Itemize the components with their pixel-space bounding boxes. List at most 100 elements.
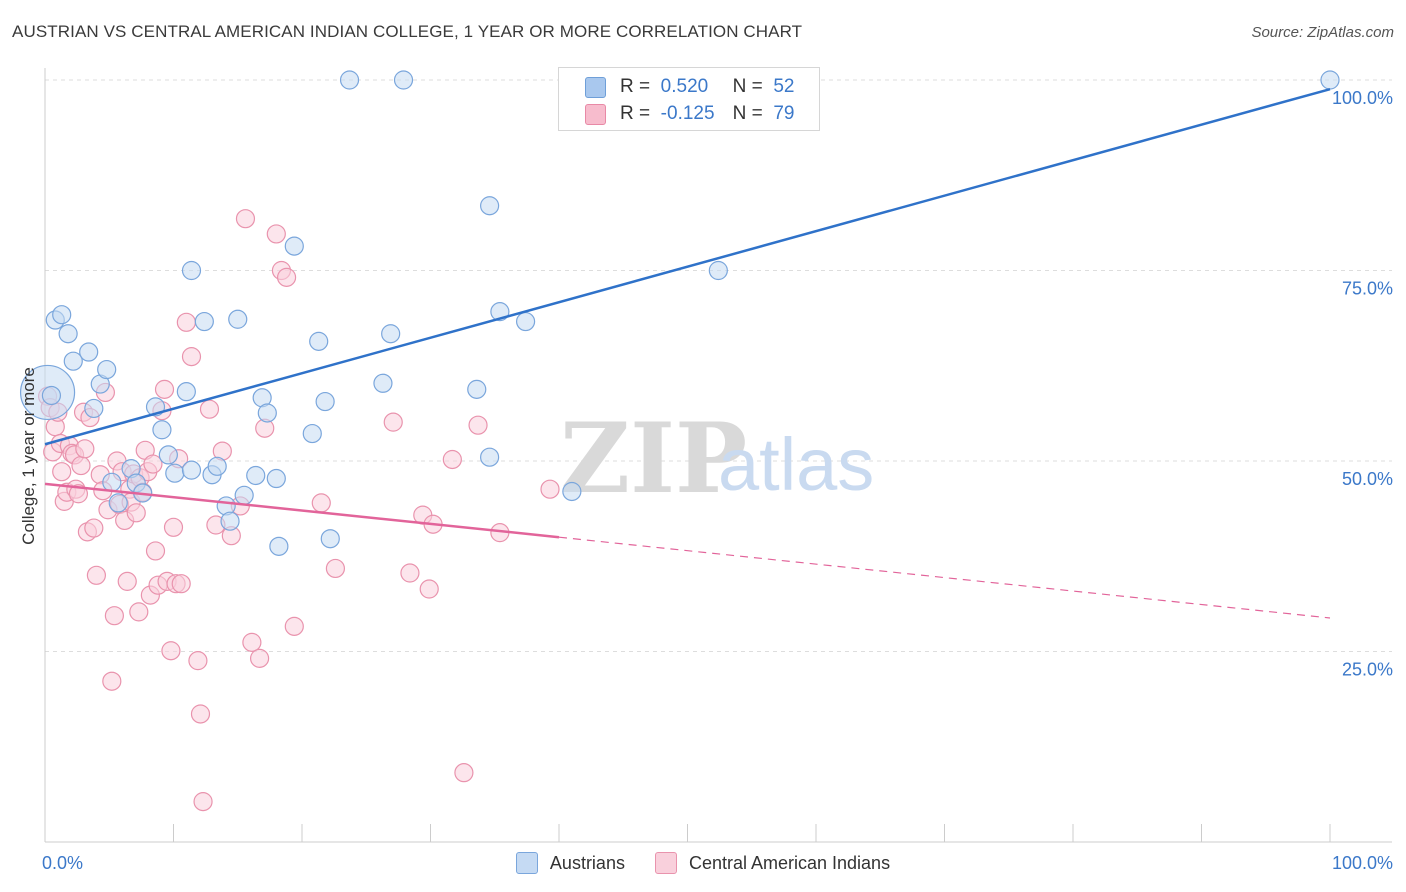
- point-central-american-indians: [419, 579, 439, 599]
- point-central-american-indians: [86, 565, 107, 585]
- point-austrians: [339, 70, 360, 90]
- point-central-american-indians: [188, 651, 208, 671]
- trend-line-austrians: [44, 87, 1331, 446]
- trend-line-central-american-indians-extension: [558, 536, 1331, 619]
- point-austrians: [708, 260, 728, 281]
- point-central-american-indians: [161, 641, 181, 661]
- watermark: ZIP atlas: [560, 402, 874, 515]
- x-tick-label-min: 0.0%: [42, 853, 83, 873]
- point-austrians: [266, 468, 286, 489]
- point-austrians: [1320, 70, 1340, 90]
- point-central-american-indians: [117, 571, 137, 591]
- point-central-american-indians: [104, 606, 124, 626]
- point-central-american-indians: [129, 602, 149, 622]
- point-central-american-indians: [154, 379, 175, 399]
- point-austrians: [302, 423, 322, 444]
- series-legend-central-american-indians[interactable]: Central American Indians: [654, 852, 891, 874]
- point-central-american-indians: [171, 574, 191, 594]
- point-central-american-indians: [143, 454, 163, 474]
- point-austrians: [63, 351, 83, 371]
- data-points: [19, 70, 1340, 812]
- watermark-zip: ZIP: [560, 402, 747, 515]
- point-central-american-indians: [400, 563, 420, 583]
- watermark-atlas: atlas: [718, 423, 874, 506]
- point-austrians: [220, 511, 240, 531]
- point-austrians: [41, 385, 62, 406]
- point-central-american-indians: [266, 224, 286, 244]
- series-swatch-austrians: [515, 852, 538, 874]
- chart-title: AUSTRIAN VS CENTRAL AMERICAN INDIAN COLL…: [12, 22, 803, 41]
- point-austrians: [284, 236, 304, 256]
- trend-line-central-american-indians: [44, 482, 560, 539]
- point-central-american-indians: [242, 632, 262, 652]
- point-austrians: [480, 196, 500, 216]
- point-central-american-indians: [181, 347, 202, 367]
- point-central-american-indians: [249, 648, 270, 668]
- point-austrians: [108, 493, 128, 513]
- series-label-austrians: Austrians: [549, 852, 625, 873]
- point-central-american-indians: [84, 518, 104, 538]
- legend-n-value: 52: [773, 76, 795, 97]
- point-austrians: [84, 398, 104, 419]
- point-central-american-indians: [145, 541, 166, 561]
- point-central-american-indians: [284, 616, 304, 636]
- point-austrians: [152, 420, 172, 440]
- series-legend: Austrians Central American Indians: [0, 852, 1406, 874]
- point-austrians: [52, 305, 72, 325]
- axis-labels: 25.0% 50.0% 75.0% 100.0% 0.0% 100.0% College, …: [19, 88, 1393, 873]
- point-central-american-indians: [325, 558, 346, 579]
- point-central-american-indians: [193, 792, 213, 812]
- trend-lines: [44, 87, 1331, 619]
- series-label-central-american-indians: Central American Indians: [688, 852, 891, 873]
- point-austrians: [315, 391, 335, 412]
- legend-n-label: N =: [732, 103, 763, 124]
- point-austrians: [207, 456, 227, 476]
- point-austrians: [181, 260, 202, 281]
- series-swatch-central-american-indians: [654, 852, 677, 874]
- source-credit: Source: ZipAtlas.com: [1251, 24, 1394, 41]
- point-austrians: [176, 382, 196, 402]
- point-austrians: [97, 359, 117, 380]
- point-austrians: [234, 485, 254, 505]
- point-central-american-indians: [176, 312, 196, 332]
- legend-row-central-american-indians: R = -0.125 N = 79: [585, 101, 794, 127]
- point-austrians: [102, 472, 122, 492]
- point-central-american-indians: [468, 415, 488, 435]
- point-central-american-indians: [311, 493, 331, 513]
- legend-swatch-austrians: [585, 76, 606, 98]
- point-austrians: [467, 379, 487, 399]
- point-austrians: [194, 311, 214, 332]
- point-austrians: [373, 373, 393, 393]
- point-central-american-indians: [276, 267, 297, 287]
- legend-r-value: -0.125: [660, 103, 715, 124]
- point-central-american-indians: [190, 704, 211, 724]
- legend-swatch-central-american-indians: [585, 103, 606, 125]
- point-central-american-indians: [540, 479, 560, 499]
- series-legend-austrians[interactable]: Austrians: [515, 852, 625, 874]
- point-austrians: [562, 481, 582, 502]
- point-central-american-indians: [52, 462, 72, 482]
- legend-r-label: R =: [620, 103, 651, 124]
- stats-legend: R = 0.520 N = 52 R = -0.125 N = 79: [558, 67, 820, 131]
- point-central-american-indians: [75, 439, 95, 459]
- point-austrians: [515, 311, 536, 332]
- point-austrians: [257, 403, 277, 423]
- point-austrians: [381, 324, 401, 344]
- legend-n-value: 79: [773, 103, 795, 124]
- legend-n-label: N =: [732, 76, 763, 97]
- point-central-american-indians: [102, 671, 122, 691]
- point-austrians: [181, 460, 202, 480]
- point-austrians: [58, 324, 78, 344]
- legend-r-label: R =: [620, 76, 651, 97]
- point-central-american-indians: [383, 412, 403, 432]
- y-axis-label: College, 1 year or more: [19, 367, 38, 545]
- point-austrians: [158, 445, 178, 465]
- point-central-american-indians: [71, 455, 91, 476]
- point-austrians: [246, 465, 266, 486]
- point-central-american-indians: [68, 484, 89, 504]
- point-central-american-indians: [454, 763, 474, 783]
- point-austrians: [165, 463, 185, 483]
- point-central-american-indians: [235, 209, 256, 229]
- grid: [45, 79, 1392, 652]
